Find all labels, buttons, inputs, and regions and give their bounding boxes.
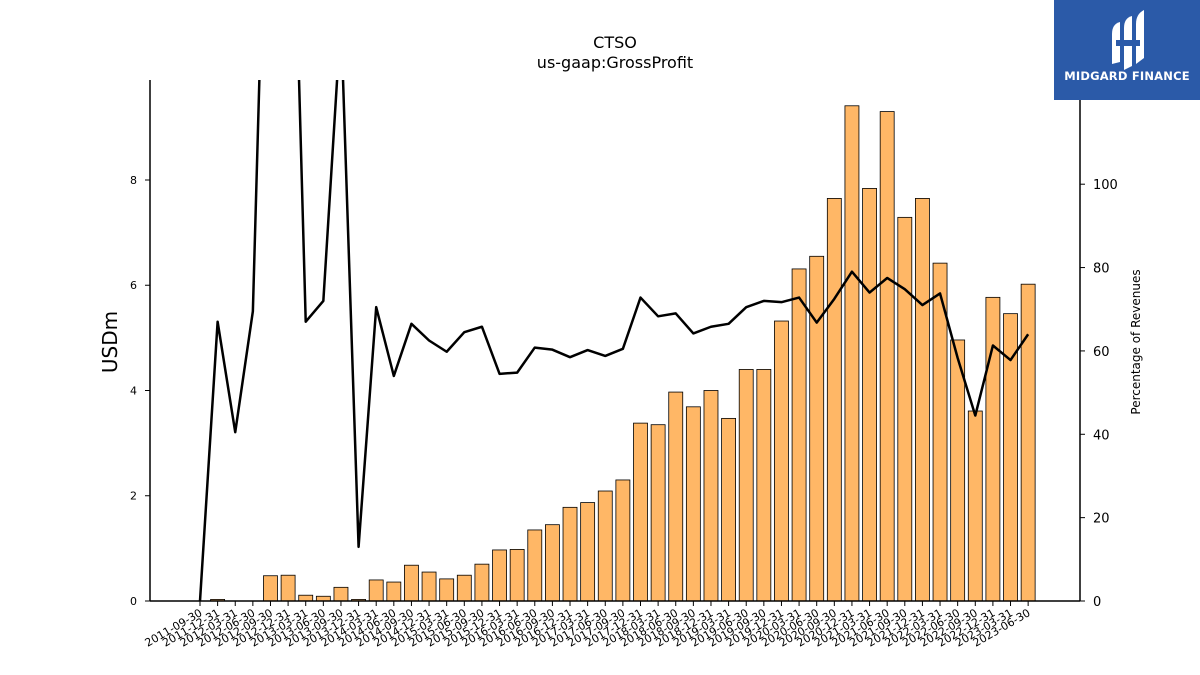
bar bbox=[439, 578, 455, 602]
bar bbox=[650, 424, 666, 602]
bar bbox=[298, 594, 314, 602]
y-tick-label: 2 bbox=[130, 490, 137, 503]
bar bbox=[421, 571, 437, 602]
y2-tick-label: 40 bbox=[1093, 428, 1110, 443]
y2-tick-label: 0 bbox=[1093, 595, 1101, 610]
y2-tick-label: 20 bbox=[1093, 512, 1110, 527]
bar bbox=[562, 506, 578, 602]
bar bbox=[738, 369, 754, 602]
bar bbox=[756, 369, 772, 602]
bar bbox=[333, 586, 349, 602]
line-path bbox=[198, 80, 1030, 601]
y-tick-label: 6 bbox=[130, 279, 137, 292]
y-tick-label: 4 bbox=[130, 384, 137, 397]
bar bbox=[509, 549, 525, 602]
bar bbox=[985, 296, 1001, 602]
bar bbox=[879, 111, 895, 602]
bar bbox=[633, 422, 648, 602]
logo-text: MIDGARD FINANCE bbox=[1064, 69, 1190, 83]
bar bbox=[545, 524, 560, 602]
bar bbox=[897, 216, 913, 602]
line-series bbox=[198, 80, 1030, 601]
bar bbox=[967, 410, 983, 602]
bar bbox=[404, 564, 419, 602]
bar bbox=[844, 105, 860, 602]
y2-tick-label: 100 bbox=[1093, 178, 1118, 193]
chart-subtitle: us-gaap:GrossProfit bbox=[537, 53, 693, 72]
bar bbox=[950, 339, 966, 602]
bar bbox=[774, 320, 789, 602]
bar bbox=[280, 574, 296, 602]
bar bbox=[721, 417, 736, 602]
bar bbox=[685, 406, 701, 602]
y2-tick-label: 80 bbox=[1093, 262, 1110, 277]
bar bbox=[615, 479, 631, 602]
bar bbox=[597, 490, 613, 602]
bar bbox=[668, 391, 684, 602]
axes bbox=[149, 80, 1081, 602]
bar bbox=[862, 188, 877, 602]
bar bbox=[492, 549, 507, 602]
chart-title: CTSO bbox=[593, 33, 637, 52]
bar bbox=[527, 529, 543, 602]
bar bbox=[368, 579, 384, 602]
y-axis-label: USDm bbox=[98, 311, 122, 373]
bar bbox=[386, 581, 402, 602]
y2-tick-label: 60 bbox=[1093, 345, 1110, 360]
ticks: 024680204060801002011-09-302011-12-31201… bbox=[130, 174, 1118, 650]
bar bbox=[826, 198, 842, 602]
bar bbox=[703, 390, 719, 602]
midgard-finance-logo: MIDGARD FINANCE bbox=[1054, 0, 1200, 100]
bar bbox=[791, 268, 807, 602]
y2-axis-label: Percentage of Revenues bbox=[1129, 269, 1143, 414]
bar bbox=[263, 575, 278, 602]
bar-series bbox=[210, 105, 1036, 602]
y-tick-label: 8 bbox=[130, 174, 137, 187]
bar bbox=[474, 563, 490, 602]
bar bbox=[456, 574, 472, 602]
bar bbox=[809, 255, 825, 602]
bar bbox=[1020, 283, 1036, 602]
logo-mark-icon bbox=[1112, 10, 1144, 70]
y-tick-label: 0 bbox=[130, 595, 137, 608]
bar bbox=[580, 502, 596, 602]
bar bbox=[915, 198, 930, 602]
